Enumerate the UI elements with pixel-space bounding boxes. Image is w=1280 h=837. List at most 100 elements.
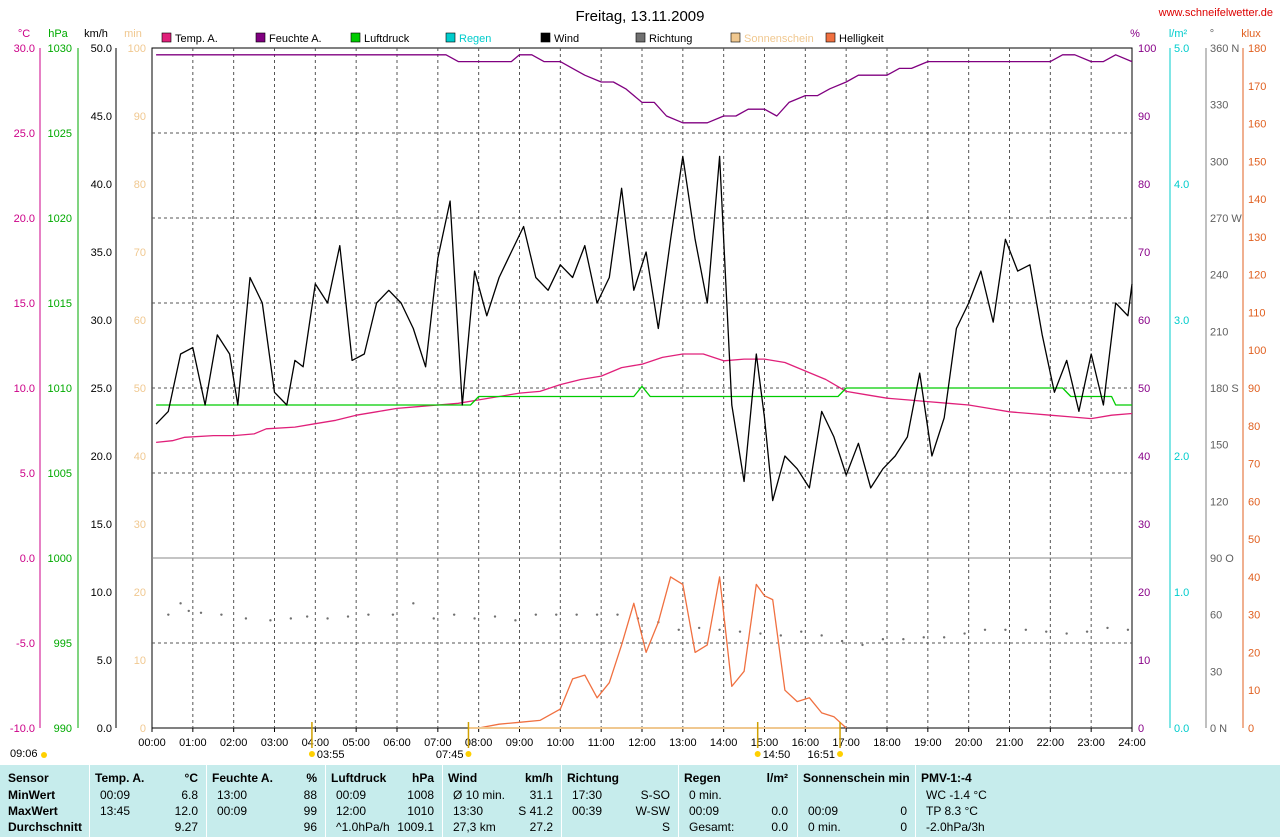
temp-tick-label: 15.0	[14, 298, 35, 310]
summary-cell-value: W-SW	[635, 804, 670, 818]
source-link[interactable]: www.schneifelwetter.de	[1158, 7, 1273, 19]
axis-unit-label: klux	[1241, 28, 1261, 40]
temp-tick-label: -10.0	[10, 723, 35, 735]
summary-cell-value: 31.1	[529, 788, 553, 802]
rain-tick-label: 1.0	[1174, 587, 1189, 599]
direction-point	[922, 636, 925, 639]
temp-tick-label: 25.0	[14, 128, 35, 140]
minutes-tick-label: 70	[134, 247, 146, 259]
x-tick-label: 13:00	[669, 737, 697, 749]
summary-col-header: Wind	[448, 771, 478, 785]
direction-point	[759, 632, 762, 635]
direction-tick-label: 210	[1210, 326, 1228, 338]
summary-cell-value: 9.27	[174, 820, 198, 834]
humidity-tick-label: 10	[1138, 655, 1150, 667]
direction-point	[902, 638, 905, 641]
x-tick-label: 11:00	[588, 737, 615, 749]
humidity-tick-label: 100	[1138, 43, 1156, 55]
legend-label: Wind	[554, 33, 579, 45]
direction-point	[412, 602, 415, 605]
series-wind	[155, 155, 1133, 502]
x-tick-label: 08:00	[465, 737, 493, 749]
wind-tick-label: 40.0	[91, 179, 112, 191]
brightness-tick-label: 120	[1248, 270, 1266, 282]
summary-cell-time: 12:00	[336, 804, 367, 818]
humidity-tick-label: 40	[1138, 451, 1150, 463]
summary-col-unit: °C	[184, 771, 198, 785]
summary-cell-value: 1010	[407, 804, 434, 818]
x-tick-label: 20:00	[955, 737, 983, 749]
direction-point	[1004, 628, 1007, 631]
summary-cell-value: 0.0	[771, 820, 788, 834]
event-time-label: 07:45	[436, 749, 464, 761]
x-tick-label: 21:00	[996, 737, 1024, 749]
legend-swatch	[825, 32, 836, 43]
x-tick-label: 18:00	[873, 737, 901, 749]
series-temp	[156, 353, 1133, 444]
minutes-tick-label: 50	[134, 383, 146, 395]
pressure-tick-label: 1020	[48, 213, 72, 225]
summary-col-header: Temp. A.	[95, 771, 145, 785]
wind-tick-label: 5.0	[97, 655, 112, 667]
pressure-tick-label: 1030	[48, 43, 72, 55]
summary-cell-value: 0	[900, 820, 907, 834]
minutes-tick-label: 40	[134, 451, 146, 463]
legend-swatch	[730, 32, 741, 43]
summary-cell-time: 00:09	[100, 788, 131, 802]
direction-point	[983, 628, 987, 631]
x-tick-label: 09:00	[506, 737, 534, 749]
summary-cell-time: 00:09	[336, 788, 367, 802]
summary-cell-time: 13:00	[217, 788, 248, 802]
direction-tick-label: 360 N	[1210, 43, 1239, 55]
brightness-tick-label: 70	[1248, 459, 1260, 471]
axis-unit-label: min	[124, 28, 142, 40]
x-tick-label: 06:00	[383, 737, 411, 749]
summary-cell-value: 0	[900, 804, 907, 818]
pressure-tick-label: 1025	[48, 128, 72, 140]
brightness-tick-label: 60	[1248, 496, 1260, 508]
rain-tick-label: 4.0	[1174, 179, 1189, 191]
sun-icon	[41, 752, 47, 758]
wind-tick-label: 0.0	[97, 723, 112, 735]
minutes-tick-label: 80	[134, 179, 146, 191]
minutes-tick-label: 0	[140, 723, 146, 735]
summary-row-label: Durchschnitt	[8, 820, 83, 834]
summary-col-header: Luftdruck	[331, 771, 387, 785]
summary-cell-time: 0 min.	[808, 820, 841, 834]
minutes-tick-label: 100	[128, 43, 146, 55]
direction-point	[677, 628, 680, 631]
summary-cell-time: 17:30	[572, 788, 603, 802]
weather-chart: Freitag, 13.11.2009 www.schneifelwetter.…	[10, 7, 1273, 761]
axis-unit-label: °	[1210, 28, 1214, 40]
direction-point	[473, 617, 476, 620]
direction-point	[326, 617, 329, 620]
temp-tick-label: 5.0	[20, 468, 35, 480]
direction-point	[289, 617, 293, 620]
direction-point	[452, 613, 456, 616]
temp-tick-label: 20.0	[14, 213, 35, 225]
summary-cell-value: 99	[303, 804, 317, 818]
x-tick-label: 23:00	[1077, 737, 1105, 749]
brightness-tick-label: 90	[1248, 383, 1260, 395]
x-tick-label: 19:00	[914, 737, 942, 749]
direction-point	[942, 636, 946, 639]
direction-point	[800, 630, 803, 633]
direction-point	[514, 619, 517, 622]
humidity-tick-label: 30	[1138, 519, 1150, 531]
event-markers: 09:06 03:55 07:45 14:50 16:51	[10, 722, 844, 761]
wind-tick-label: 30.0	[91, 315, 112, 327]
summary-col-header: PMV-1:-4	[921, 771, 972, 785]
brightness-tick-label: 10	[1248, 685, 1260, 697]
summary-cell-value: 1008	[407, 788, 434, 802]
axis-unit-label: km/h	[84, 28, 108, 40]
column-separator	[325, 765, 326, 837]
axis-unit-label: %	[1130, 28, 1140, 40]
x-tick-label: 17:00	[832, 737, 860, 749]
wind-tick-label: 45.0	[91, 111, 112, 123]
x-tick-label: 04:00	[302, 737, 330, 749]
axes: 00:00 01:00 02:00 03:00 04:00 05:00 06:00 07:00…	[10, 28, 1266, 749]
event-time-label: 14:50	[763, 749, 791, 761]
direction-tick-label: 0 N	[1210, 723, 1227, 735]
x-tick-label: 24:00	[1118, 737, 1146, 749]
